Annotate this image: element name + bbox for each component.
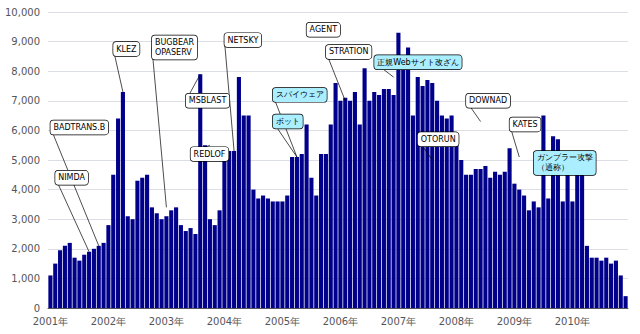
svg-text:2004年: 2004年 [207,316,242,327]
svg-text:BUGBEAR: BUGBEAR [155,38,195,47]
svg-text:2002年: 2002年 [91,316,126,327]
svg-text:4,000: 4,000 [11,184,40,195]
svg-text:OTORUN: OTORUN [421,135,456,144]
svg-text:KLEZ: KLEZ [116,45,137,54]
svg-text:0: 0 [34,303,40,314]
svg-text:2001年: 2001年 [33,316,68,327]
svg-text:2006年: 2006年 [323,316,358,327]
svg-text:8,000: 8,000 [11,66,40,77]
svg-text:NIMDA: NIMDA [58,173,85,182]
svg-text:KATES: KATES [513,120,538,129]
svg-text:STRATION: STRATION [329,47,369,56]
svg-text:2005年: 2005年 [265,316,300,327]
svg-text:スパイウェア: スパイウェア [276,90,324,99]
svg-text:2009年: 2009年 [497,316,532,327]
svg-text:2008年: 2008年 [439,316,474,327]
svg-text:BADTRANS.B: BADTRANS.B [53,123,105,132]
svg-text:5,000: 5,000 [11,155,40,166]
svg-text:2010年: 2010年 [555,316,590,327]
svg-text:1,000: 1,000 [11,273,40,284]
svg-text:ガンブラー攻撃: ガンブラー攻撃 [537,153,593,162]
svg-text:ボット: ボット [276,117,300,126]
svg-text:2003年: 2003年 [149,316,184,327]
svg-text:NETSKY: NETSKY [227,36,258,45]
svg-text:DOWNAD: DOWNAD [469,96,507,105]
svg-text:（通称）: （通称） [537,163,569,172]
svg-text:7,000: 7,000 [11,95,40,106]
svg-text:REDLOF: REDLOF [194,150,226,159]
svg-text:3,000: 3,000 [11,214,40,225]
svg-text:2007年: 2007年 [381,316,416,327]
svg-text:6,000: 6,000 [11,125,40,136]
svg-text:2,000: 2,000 [11,243,40,254]
svg-text:AGENT: AGENT [310,25,338,34]
svg-text:MSBLAST: MSBLAST [189,96,227,105]
svg-text:正規Webサイト改ざん: 正規Webサイト改ざん [377,58,458,67]
svg-text:OPASERV: OPASERV [155,48,192,57]
svg-text:10,000: 10,000 [5,7,40,18]
svg-text:9,000: 9,000 [11,36,40,47]
